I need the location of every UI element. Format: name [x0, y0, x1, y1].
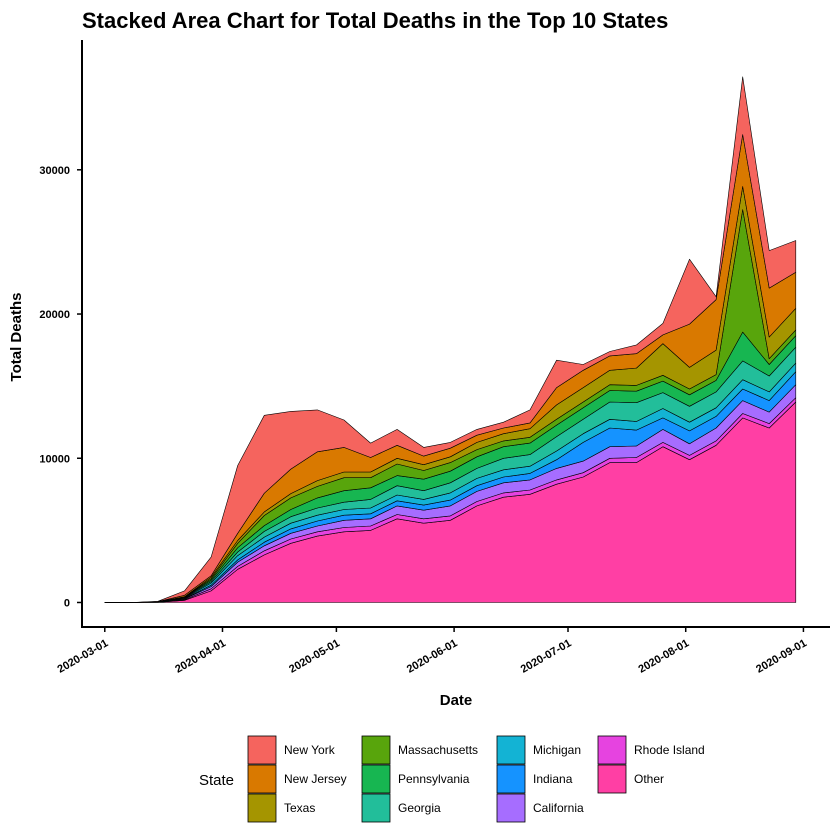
legend-item-georgia: Georgia [361, 793, 441, 823]
legend-item-pennsylvania: Pennsylvania [361, 764, 470, 794]
y-axis-title: Total Deaths [8, 293, 25, 382]
legend-swatch [597, 735, 627, 765]
legend-item-california: California [496, 793, 584, 823]
legend-label: Georgia [398, 801, 441, 815]
x-tick-label: 2020-07-01 [519, 637, 574, 676]
legend-item-massachusetts: Massachusetts [361, 735, 478, 765]
legend-swatch [247, 735, 277, 765]
x-tick-label: 2020-05-01 [287, 637, 342, 676]
legend-item-new-jersey: New Jersey [247, 764, 347, 794]
legend-swatch [247, 764, 277, 794]
x-axis-title: Date [440, 692, 473, 709]
legend-item-rhode-island: Rhode Island [597, 735, 705, 765]
legend-item-other: Other [597, 764, 664, 794]
legend-swatch [361, 735, 391, 765]
legend-swatch [361, 793, 391, 823]
legend-label: Pennsylvania [398, 772, 470, 786]
legend-label: Michigan [533, 743, 581, 757]
legend-label: New Jersey [284, 772, 347, 786]
y-tick-label: 10000 [39, 453, 70, 465]
legend-label: Indiana [533, 772, 573, 786]
legend-label: Rhode Island [634, 743, 705, 757]
legend-swatch [496, 793, 526, 823]
x-tick-label: 2020-04-01 [173, 637, 228, 676]
area-layers [104, 76, 797, 603]
legend-label: California [533, 801, 584, 815]
x-tick-label: 2020-06-01 [405, 637, 460, 676]
legend-label: Other [634, 772, 664, 786]
legend-swatch [496, 764, 526, 794]
legend-swatch [597, 764, 627, 794]
legend-swatch [247, 793, 277, 823]
x-tick-label: 2020-09-01 [754, 637, 809, 676]
y-tick-label: 30000 [39, 165, 70, 177]
legend: State New York New Jersey Texas Massachuset… [199, 735, 705, 823]
legend-item-michigan: Michigan [496, 735, 581, 765]
x-tick-label: 2020-08-01 [636, 637, 691, 676]
legend-label: Texas [284, 801, 315, 815]
y-tick-label: 20000 [39, 309, 70, 321]
legend-swatch [496, 735, 526, 765]
legend-swatch [361, 764, 391, 794]
legend-item-new-york: New York [247, 735, 336, 765]
legend-title: State [199, 772, 234, 789]
area-new-york [104, 76, 797, 603]
legend-label: Massachusetts [398, 743, 478, 757]
y-tick-label: 0 [64, 597, 70, 609]
legend-label: New York [284, 743, 336, 757]
x-tick-label: 2020-03-01 [56, 637, 111, 676]
chart-title: Stacked Area Chart for Total Deaths in t… [82, 8, 668, 33]
legend-item-indiana: Indiana [496, 764, 573, 794]
legend-item-texas: Texas [247, 793, 315, 823]
